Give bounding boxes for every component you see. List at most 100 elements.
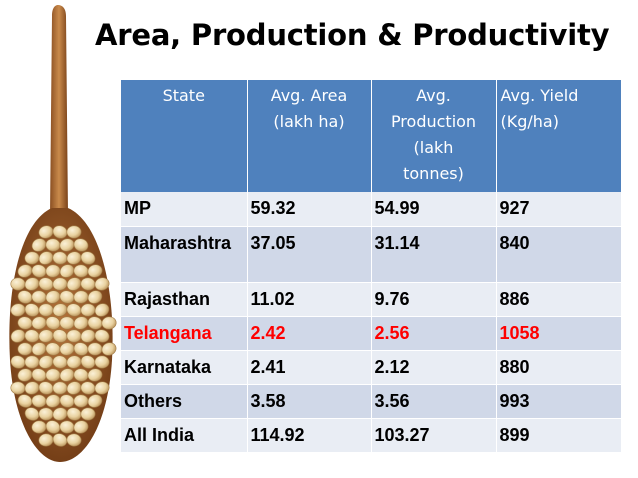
soybean	[94, 355, 110, 369]
soybean	[38, 251, 54, 265]
table-row: Karnataka 2.41 2.12 880	[121, 350, 621, 385]
soybean	[38, 303, 54, 317]
soybean	[73, 316, 89, 330]
soybean	[17, 394, 33, 408]
soybean	[52, 303, 68, 317]
soybean	[80, 355, 96, 369]
soybean	[87, 290, 103, 304]
cell-state: Karnataka	[121, 350, 248, 385]
soybean	[101, 316, 117, 330]
soybean	[94, 329, 110, 343]
cell-production: 54.99	[371, 192, 497, 227]
soybean	[17, 264, 33, 278]
table-row-highlighted: Telangana 2.42 2.56 1058	[121, 316, 621, 351]
state-data-table: State Avg. Area (lakh ha) Avg. Productio…	[121, 80, 621, 453]
table-row: Rajasthan 11.02 9.76 886	[121, 282, 621, 317]
soybean	[66, 329, 82, 343]
header-avg-area-text: Avg. Area (lakh ha)	[270, 86, 348, 131]
slide-title: Area, Production & Productivity	[95, 18, 610, 52]
soybean	[101, 342, 117, 356]
cell-area: 2.42	[247, 316, 372, 351]
table-header-row: State Avg. Area (lakh ha) Avg. Productio…	[121, 80, 621, 192]
soybean	[59, 316, 75, 330]
cell-yield: 1058	[496, 316, 621, 351]
header-avg-yield: Avg. Yield (Kg/ha)	[496, 80, 621, 192]
table-row: Others 3.58 3.56 993	[121, 384, 621, 419]
soybean	[73, 238, 89, 252]
header-avg-yield-text: Avg. Yield (Kg/ha)	[500, 86, 579, 131]
soybean	[94, 381, 110, 395]
soybean	[66, 225, 82, 239]
header-state: State	[121, 80, 248, 192]
soybean	[94, 277, 110, 291]
soybean	[66, 381, 82, 395]
soybean	[38, 381, 54, 395]
cell-yield: 886	[496, 282, 621, 317]
soybean	[10, 355, 26, 369]
cell-production: 103.27	[371, 418, 497, 453]
soybean	[10, 329, 26, 343]
cell-production: 3.56	[371, 384, 497, 419]
soybean	[31, 368, 47, 382]
cell-state: MP	[121, 192, 248, 227]
cell-production: 2.12	[371, 350, 497, 385]
soybean	[80, 329, 96, 343]
soybean	[80, 251, 96, 265]
cell-area: 2.41	[247, 350, 372, 385]
soybean	[87, 368, 103, 382]
soybean	[59, 264, 75, 278]
soybean	[66, 277, 82, 291]
spoon-with-soybeans-image	[9, 5, 117, 462]
soybean	[10, 277, 26, 291]
soybean	[94, 303, 110, 317]
cell-state: Telangana	[121, 316, 248, 351]
soybean	[17, 290, 33, 304]
soybean	[73, 342, 89, 356]
soybean	[24, 277, 40, 291]
cell-yield: 927	[496, 192, 621, 227]
soybean	[45, 290, 61, 304]
soybean	[52, 433, 68, 447]
cell-area: 59.32	[247, 192, 372, 227]
cell-yield: 880	[496, 350, 621, 385]
cell-state: Maharashtra	[121, 226, 248, 283]
soybean	[52, 329, 68, 343]
cell-area: 11.02	[247, 282, 372, 317]
soybean	[66, 407, 82, 421]
cell-production: 2.56	[371, 316, 497, 351]
cell-yield: 840	[496, 226, 621, 283]
soybean	[31, 238, 47, 252]
cell-state: All India	[121, 418, 248, 453]
soybean	[59, 394, 75, 408]
soybean	[87, 264, 103, 278]
soybean	[38, 355, 54, 369]
soybean	[45, 420, 61, 434]
cell-area: 114.92	[247, 418, 372, 453]
soybean	[73, 420, 89, 434]
soybean	[59, 368, 75, 382]
table-row-total: All India 114.92 103.27 899	[121, 418, 621, 453]
cell-state: Rajasthan	[121, 282, 248, 317]
soybean	[87, 342, 103, 356]
soybean	[87, 394, 103, 408]
header-avg-production-text: Avg. Production (lakh tonnes)	[390, 86, 477, 183]
header-avg-production: Avg. Production (lakh tonnes)	[371, 80, 497, 192]
soybean	[52, 225, 68, 239]
table-row: MP 59.32 54.99 927	[121, 192, 621, 227]
soybean	[31, 342, 47, 356]
soybean	[45, 316, 61, 330]
table-row: Maharashtra 37.05 31.14 840	[121, 226, 621, 283]
soybean	[31, 290, 47, 304]
header-avg-area: Avg. Area (lakh ha)	[247, 80, 372, 192]
soybean	[80, 407, 96, 421]
soybean	[24, 303, 40, 317]
cell-area: 37.05	[247, 226, 372, 283]
cell-yield: 993	[496, 384, 621, 419]
soybean	[24, 407, 40, 421]
cell-production: 9.76	[371, 282, 497, 317]
cell-production: 31.14	[371, 226, 497, 283]
cell-yield: 899	[496, 418, 621, 453]
cell-area: 3.58	[247, 384, 372, 419]
soybean	[66, 433, 82, 447]
cell-state: Others	[121, 384, 248, 419]
